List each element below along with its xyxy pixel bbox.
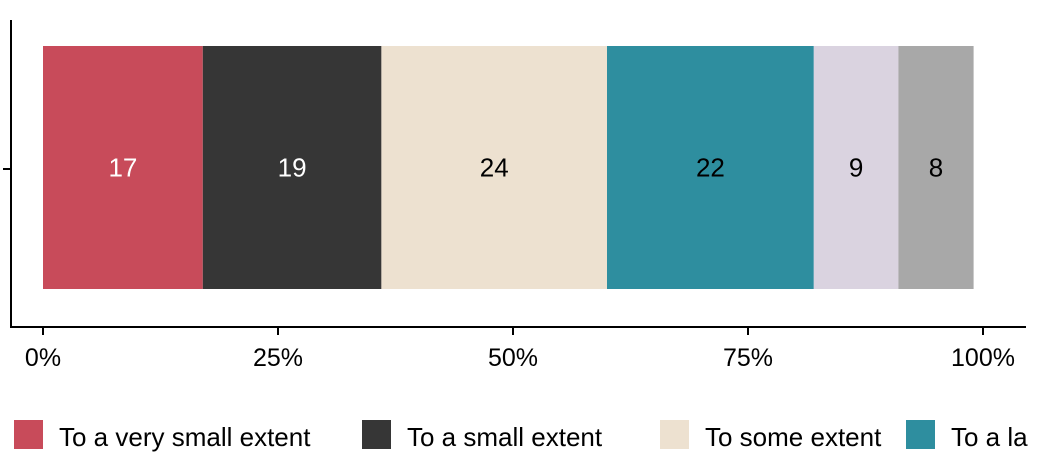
x-tick-label: 75% [723,344,773,372]
bar-segment-2-value-label: 19 [278,153,307,183]
legend-label-2: To a small extent [407,422,603,452]
bar-segment-4 [607,46,814,289]
legend-swatch-1 [14,420,43,449]
legend-swatch-2 [362,420,391,449]
legend-label-4: To a la [951,422,1028,452]
x-tick-label: 50% [488,344,538,372]
bar-segment-5 [813,46,899,289]
legend-swatch-3 [660,420,689,449]
bar-segment-1-value-label: 17 [108,153,137,183]
plot-area: 17 19 24 22 9 8 [43,46,974,289]
bar-segment-3 [381,46,607,289]
legend-swatch-4 [906,420,935,449]
x-tick-label: 0% [25,344,61,372]
bar-segment-6 [898,46,974,289]
legend: To a very small extent To a small extent T… [14,420,1028,452]
segment-data-labels: 17 19 24 22 9 8 [108,153,943,183]
legend-label-1: To a very small extent [59,422,311,452]
x-tick-label: 25% [253,344,303,372]
bar-segment-6-value-label: 8 [929,153,943,183]
bar-segment-2 [202,46,382,289]
bar-segments [43,46,974,289]
bar-segment-5-value-label: 9 [849,153,863,183]
legend-label-3: To some extent [705,422,882,452]
x-axis-ticks: 0% 25% 50% 75% 100% [25,327,1015,372]
x-tick-label: 100% [951,344,1015,372]
bar-segment-3-value-label: 24 [480,153,509,183]
bar-segment-4-value-label: 22 [696,153,725,183]
bar-segment-1 [43,46,203,289]
